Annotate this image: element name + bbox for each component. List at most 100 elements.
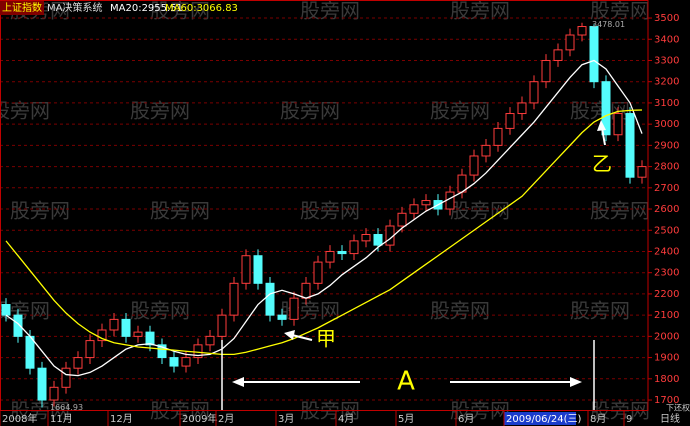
- candle-body: [409, 204, 419, 214]
- annotation: 乙: [592, 152, 612, 176]
- arrowhead: [284, 330, 295, 340]
- candle-body: [337, 250, 347, 255]
- x-tick-label: 5月: [398, 413, 414, 425]
- annotation: 甲: [316, 327, 336, 351]
- watermark: 股旁网: [450, 0, 510, 23]
- x-tick-label: 9: [626, 414, 632, 425]
- candle-body: [25, 335, 35, 369]
- watermark: 股旁网: [130, 299, 190, 323]
- candle-body: [37, 367, 47, 401]
- x-tick-label: 6月: [458, 413, 474, 425]
- y-tick-label: 2200: [654, 289, 679, 300]
- candle-body: [217, 314, 227, 337]
- candle-body: [205, 335, 215, 346]
- candle-body: [181, 357, 191, 367]
- candle-body: [505, 113, 515, 129]
- candle-body: [157, 344, 167, 359]
- x-tick-label: 12月: [110, 413, 133, 425]
- watermark: 股旁网: [150, 199, 210, 223]
- candle-body: [361, 233, 371, 242]
- candle-body: [481, 144, 491, 157]
- plot-border: [0, 0, 649, 411]
- y-tick-label: 2300: [654, 268, 679, 279]
- x-tick-label: 2009/06/24(三): [506, 414, 582, 425]
- watermark: 股旁网: [570, 299, 630, 323]
- y-tick-label: 3300: [654, 55, 679, 66]
- x-tick-label: 3月: [278, 413, 294, 425]
- x-tick-label: 11月: [50, 413, 73, 425]
- adjust-label: 下还权: [666, 403, 690, 413]
- x-tick-label: 4月: [338, 413, 354, 425]
- candle-body: [601, 81, 611, 136]
- candle-body: [121, 318, 131, 337]
- watermark: 股旁网: [590, 199, 650, 223]
- watermark: 股旁网: [300, 0, 360, 23]
- candle-body: [541, 59, 551, 83]
- candle-body: [1, 304, 11, 316]
- candle-body: [241, 255, 251, 284]
- candle-body: [301, 282, 311, 299]
- candle-body: [517, 102, 527, 115]
- annotation: A: [397, 367, 415, 397]
- legend-entry: MA60:3066.83: [165, 3, 238, 14]
- legend-entry: MA20:2955.51: [110, 3, 183, 14]
- period-label: 日线: [660, 412, 680, 425]
- candle-body: [577, 26, 587, 36]
- ma-line: [5, 109, 643, 356]
- x-tick-label: 2008年: [2, 412, 37, 425]
- candle-body: [373, 233, 383, 246]
- candle-body: [49, 386, 59, 401]
- candle-body: [265, 282, 275, 316]
- candle-body: [289, 297, 299, 320]
- candle-body: [145, 331, 155, 346]
- candle-body: [625, 113, 635, 178]
- watermark: 股旁网: [10, 199, 70, 223]
- candle-body: [589, 26, 599, 83]
- watermark: 股旁网: [590, 0, 650, 23]
- high-label: 3478.01: [592, 20, 625, 29]
- date-highlight: [504, 412, 576, 425]
- x-tick-label: 2009年: [182, 412, 217, 425]
- candle-body: [109, 318, 119, 331]
- y-tick-label: 2700: [654, 183, 679, 194]
- candle-body: [253, 255, 263, 284]
- y-tick-label: 2400: [654, 246, 679, 257]
- arrowhead: [232, 377, 244, 387]
- y-tick-label: 3400: [654, 34, 679, 45]
- candle-body: [397, 212, 407, 227]
- y-tick-label: 2500: [654, 225, 679, 236]
- watermark: 股旁网: [130, 99, 190, 123]
- candle-body: [169, 357, 179, 367]
- arrowhead: [570, 377, 582, 387]
- low-label: 1664.93: [50, 403, 83, 412]
- y-tick-label: 2000: [654, 331, 679, 342]
- watermark: 股旁网: [280, 99, 340, 123]
- candle-body: [61, 367, 71, 388]
- candle-body: [133, 331, 143, 337]
- candle-body: [493, 127, 503, 146]
- candle-body: [565, 34, 575, 51]
- y-tick-label: 3200: [654, 77, 679, 88]
- candle-body: [553, 49, 563, 61]
- candle-body: [85, 340, 95, 359]
- candle-body: [277, 314, 287, 320]
- arrow: [601, 127, 606, 146]
- watermark: 股旁网: [150, 0, 210, 23]
- ma-line: [5, 59, 643, 377]
- candle-body: [637, 166, 647, 178]
- candle-body: [529, 81, 539, 104]
- y-tick-label: 1700: [654, 395, 679, 406]
- y-tick-label: 2100: [654, 310, 679, 321]
- y-tick-label: 2900: [654, 140, 679, 151]
- watermark: 股旁网: [0, 99, 50, 123]
- candle-body: [613, 113, 623, 136]
- candle-body: [421, 200, 431, 206]
- y-tick-label: 2800: [654, 162, 679, 173]
- arrowhead: [597, 120, 606, 131]
- arrow: [291, 334, 313, 341]
- watermark: 股旁网: [430, 299, 490, 323]
- candle-body: [73, 357, 83, 369]
- watermark: 股旁网: [450, 199, 510, 223]
